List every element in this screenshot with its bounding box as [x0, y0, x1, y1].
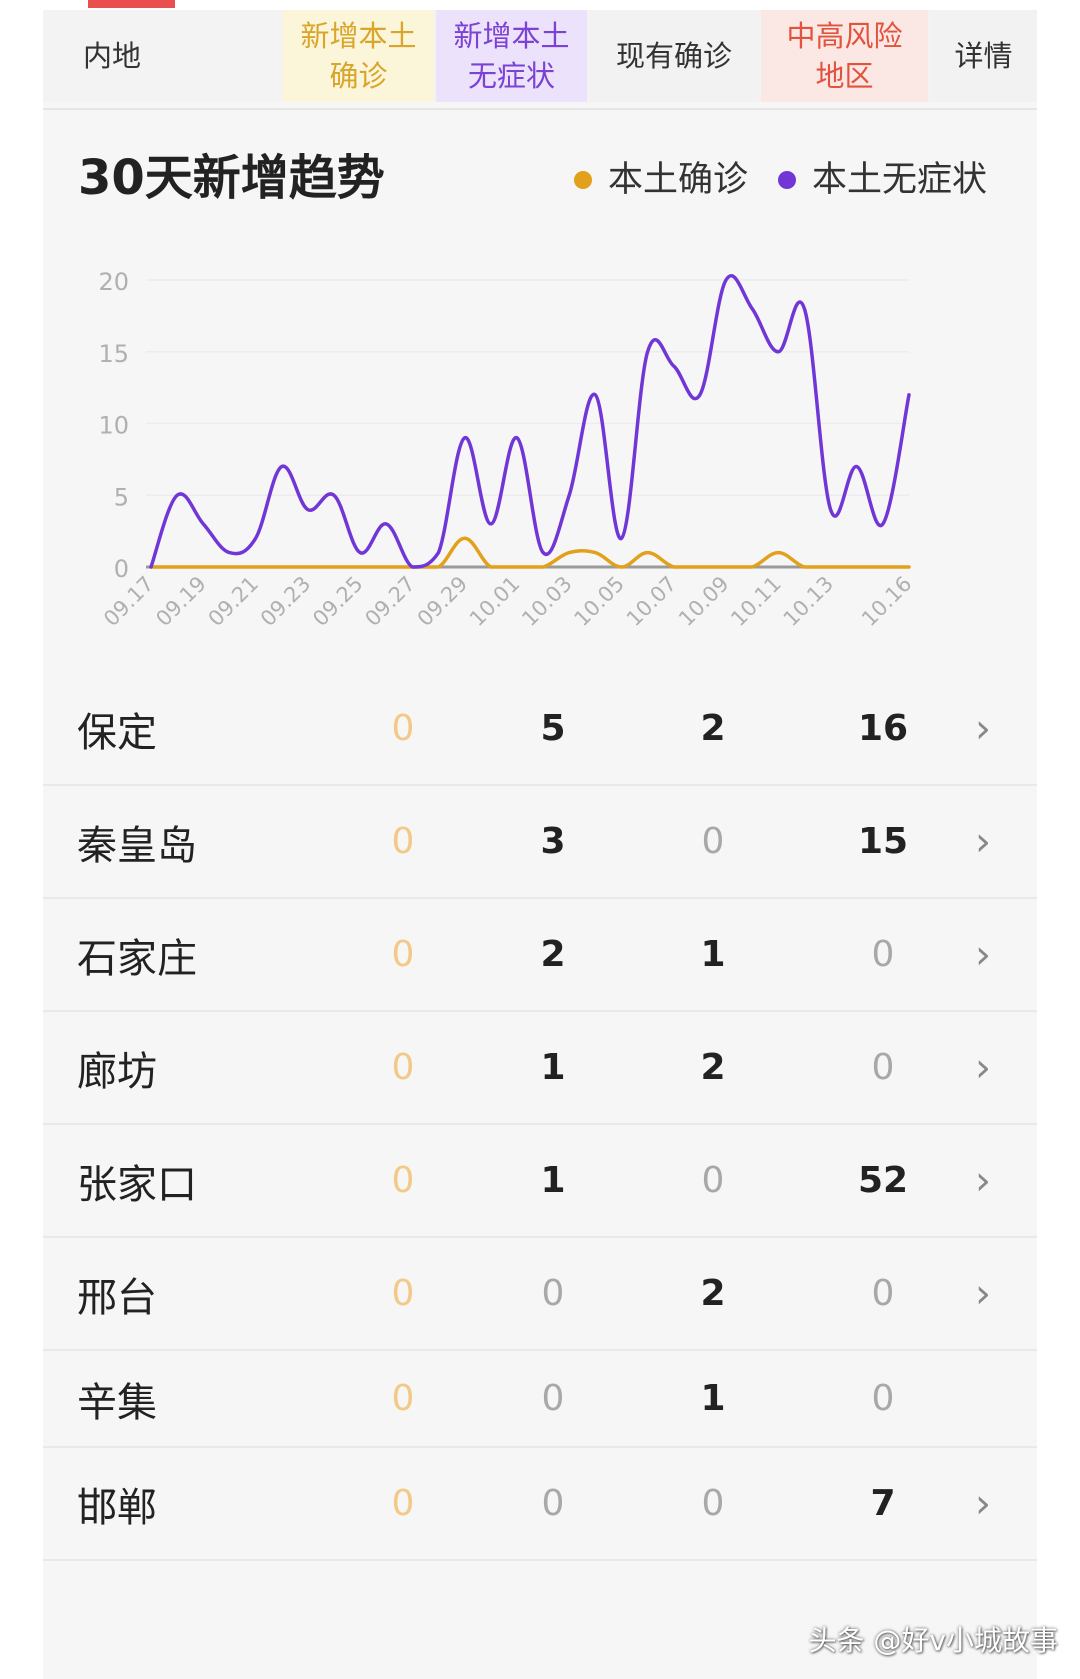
row-new-local-asymptomatic: 0	[541, 1483, 565, 1524]
legend-label-confirmed: 本土确诊	[607, 160, 748, 200]
chevron-right-icon: ›	[975, 818, 991, 865]
row-new-local-asymptomatic: 2	[540, 934, 566, 975]
row-new-local-asymptomatic: 0	[541, 1273, 565, 1314]
y-tick-label: 5	[114, 483, 129, 511]
active-tab-indicator	[88, 0, 175, 8]
row-region-name: 秦皇岛	[77, 822, 197, 869]
table-row[interactable]: 邢台 0 0 2 0 ›	[43, 1238, 1037, 1351]
table-row[interactable]: 秦皇岛 0 3 0 15 ›	[43, 786, 1037, 899]
row-region-name: 邯郸	[77, 1484, 157, 1531]
legend-item-asymptomatic[interactable]: 本土无症状	[777, 155, 987, 205]
row-risk-areas: 0	[871, 1378, 895, 1419]
row-new-local-confirmed: 0	[391, 1378, 415, 1419]
x-tick-label: 09.27	[360, 572, 419, 631]
row-current-confirmed: 2	[700, 1047, 726, 1088]
divider	[43, 108, 1037, 110]
y-tick-label: 0	[114, 555, 129, 583]
row-risk-areas: 0	[871, 1047, 895, 1088]
x-tick-label: 09.23	[256, 572, 315, 631]
row-new-local-confirmed: 0	[391, 1273, 415, 1314]
chevron-right-icon: ›	[975, 1270, 991, 1317]
row-new-local-asymptomatic: 1	[540, 1160, 566, 1201]
header-region: 内地	[83, 39, 142, 73]
x-tick-label: 10.13	[779, 572, 838, 631]
row-new-local-confirmed: 0	[391, 821, 415, 862]
x-tick-label: 09.29	[413, 572, 472, 631]
y-tick-label: 20	[98, 268, 129, 296]
row-current-confirmed: 1	[700, 1378, 726, 1419]
header-risk-areas[interactable]: 中高风险 地区	[761, 10, 928, 102]
x-tick-label: 10.01	[465, 572, 524, 631]
chevron-right-icon: ›	[975, 1480, 991, 1527]
row-new-local-confirmed: 0	[391, 708, 415, 749]
x-tick-label: 10.03	[517, 572, 576, 631]
row-risk-areas: 15	[857, 821, 909, 862]
chevron-right-icon: ›	[975, 705, 991, 752]
row-current-confirmed: 0	[701, 1483, 725, 1524]
row-risk-areas: 0	[871, 934, 895, 975]
legend-label-asymptomatic: 本土无症状	[811, 160, 987, 200]
table-row[interactable]: 邯郸 0 0 0 7 ›	[43, 1448, 1037, 1561]
row-new-local-confirmed: 0	[391, 1483, 415, 1524]
row-region-name: 石家庄	[77, 935, 197, 982]
row-new-local-asymptomatic: 0	[541, 1378, 565, 1419]
header-new-local-confirmed[interactable]: 新增本土 确诊	[283, 10, 434, 102]
x-tick-label: 10.09	[674, 572, 733, 631]
row-current-confirmed: 0	[701, 821, 725, 862]
row-risk-areas: 16	[857, 708, 909, 749]
row-region-name: 廊坊	[77, 1048, 157, 1095]
row-region-name: 保定	[77, 709, 157, 756]
series-line-asymptomatic	[149, 274, 911, 569]
row-region-name: 辛集	[77, 1379, 157, 1426]
row-current-confirmed: 0	[701, 1160, 725, 1201]
row-region-name: 张家口	[77, 1161, 197, 1208]
row-new-local-confirmed: 0	[391, 934, 415, 975]
header-details: 详情	[930, 10, 1037, 102]
chevron-right-icon: ›	[975, 1044, 991, 1091]
chevron-right-icon: ›	[975, 931, 991, 978]
chart-legend: 本土确诊 本土无症状	[544, 155, 987, 205]
row-region-name: 邢台	[77, 1274, 157, 1321]
legend-item-confirmed[interactable]: 本土确诊	[573, 155, 748, 205]
row-risk-areas: 0	[871, 1273, 895, 1314]
x-tick-label: 09.19	[151, 572, 210, 631]
header-new-local-asymptomatic[interactable]: 新增本土 无症状	[436, 10, 587, 102]
y-tick-label: 15	[98, 340, 129, 368]
x-tick-label: 10.07	[622, 572, 681, 631]
x-tick-label: 10.16	[857, 572, 916, 631]
table-row[interactable]: 保定 0 5 2 16 ›	[43, 673, 1037, 786]
x-tick-label: 09.25	[308, 572, 367, 631]
row-new-local-confirmed: 0	[391, 1047, 415, 1088]
trend-line-chart: 0510152009.1709.1909.2109.2309.2509.2709…	[98, 268, 916, 631]
row-new-local-asymptomatic: 1	[540, 1047, 566, 1088]
table-row[interactable]: 石家庄 0 2 1 0 ›	[43, 899, 1037, 1012]
x-tick-label: 09.21	[204, 572, 263, 631]
row-current-confirmed: 2	[700, 708, 726, 749]
chevron-right-icon	[963, 1351, 1003, 1446]
table-row[interactable]: 张家口 0 1 0 52 ›	[43, 1125, 1037, 1238]
table-header: 内地 新增本土 确诊 新增本土 无症状 现有确诊 中高风险 地区 详情	[43, 10, 1037, 102]
row-risk-areas: 7	[870, 1483, 896, 1524]
table-row[interactable]: 廊坊 0 1 2 0 ›	[43, 1012, 1037, 1125]
legend-dot-asymptomatic	[777, 171, 796, 189]
row-current-confirmed: 1	[700, 934, 726, 975]
row-new-local-confirmed: 0	[391, 1160, 415, 1201]
row-new-local-asymptomatic: 5	[540, 708, 566, 749]
series-line-confirmed	[149, 536, 911, 569]
watermark: 头条 @好v小城故事	[808, 1624, 1058, 1657]
chart-title: 30天新增趋势	[78, 150, 385, 206]
header-current-confirmed[interactable]: 现有确诊	[589, 10, 759, 102]
x-tick-label: 10.11	[726, 572, 785, 631]
row-new-local-asymptomatic: 3	[540, 821, 566, 862]
y-tick-label: 10	[98, 412, 129, 440]
row-risk-areas: 52	[857, 1160, 909, 1201]
x-tick-label: 10.05	[570, 572, 629, 631]
legend-dot-confirmed	[573, 171, 592, 189]
row-current-confirmed: 2	[700, 1273, 726, 1314]
chevron-right-icon: ›	[975, 1157, 991, 1204]
table-row[interactable]: 辛集 0 0 1 0	[43, 1351, 1037, 1448]
